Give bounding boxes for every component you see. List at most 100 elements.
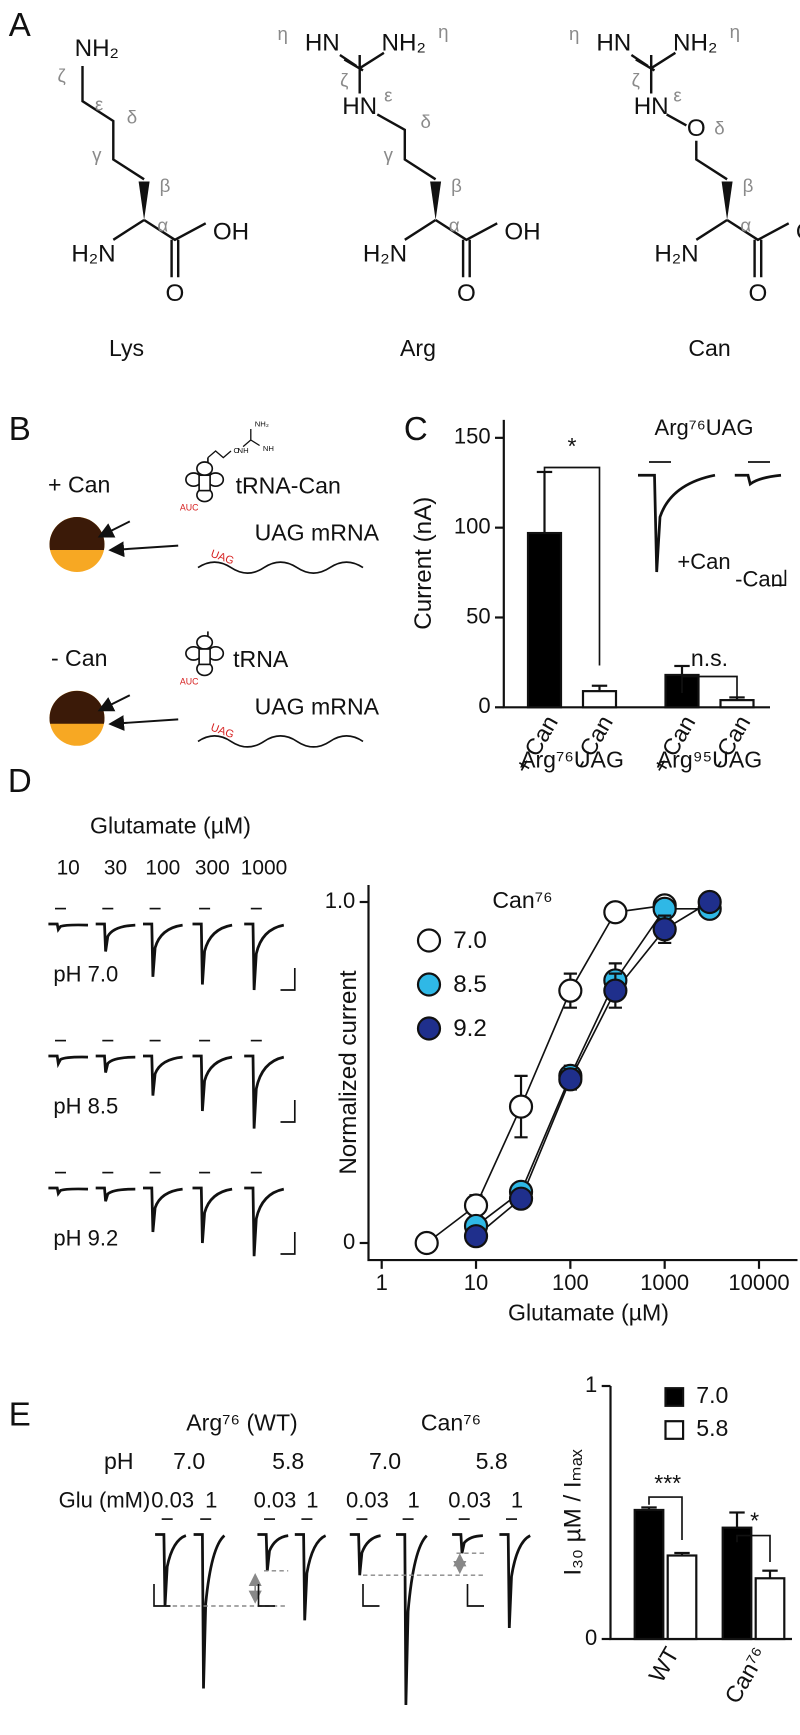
glu-value: 0.03 xyxy=(151,1487,194,1512)
trna-label: tRNA-Can xyxy=(236,472,341,498)
scale-bar xyxy=(362,1584,380,1607)
concentration-label: 30 xyxy=(104,857,127,880)
current-trace xyxy=(48,1054,89,1069)
data-point xyxy=(463,1193,489,1218)
atom-label: H₂N xyxy=(363,241,407,268)
atom-label: OH xyxy=(504,219,540,246)
greek-label: η xyxy=(277,23,287,44)
reference-line xyxy=(363,1552,485,1576)
scale-bar xyxy=(257,1584,276,1607)
y-tick-label: 1 xyxy=(585,1372,597,1397)
panel-letter: C xyxy=(404,410,428,447)
can-chain xyxy=(242,429,260,448)
x-tick-label: 1000 xyxy=(640,1270,689,1295)
legend-marker xyxy=(416,1016,442,1041)
current-trace xyxy=(192,922,233,985)
y-tick-label: 1.0 xyxy=(325,888,356,913)
can-atom: NH xyxy=(263,444,274,453)
mrna xyxy=(197,561,364,574)
current-trace xyxy=(244,1054,285,1129)
codon: UAG xyxy=(209,548,236,567)
data-point xyxy=(652,917,677,942)
atom-label: NH₂ xyxy=(673,29,717,56)
panel-letter: D xyxy=(8,762,32,799)
arrow xyxy=(108,541,179,558)
x-tick-label: 100 xyxy=(552,1270,589,1295)
wedge-bond xyxy=(721,181,733,220)
inset-title: Arg⁷⁶UAG xyxy=(655,415,754,440)
y-tick-label: 150 xyxy=(454,424,491,449)
anticodon: AUC xyxy=(180,676,199,686)
atom-label: HN xyxy=(305,29,340,56)
current-trace xyxy=(48,922,89,933)
construct-label: Arg⁷⁶ (WT) xyxy=(186,1410,298,1436)
trna-core xyxy=(198,474,211,492)
arrow xyxy=(97,520,131,538)
current-trace xyxy=(192,1186,233,1244)
axis xyxy=(367,884,798,1262)
molecule: NH₂ H₂N OH Oζ ε δ γ βα Lys xyxy=(57,35,249,361)
scale-bar xyxy=(280,1100,296,1123)
atom-label: HN xyxy=(342,93,377,120)
current-trace xyxy=(193,1533,226,1689)
glu-value: 1 xyxy=(511,1487,523,1512)
current-trace xyxy=(143,1186,183,1233)
data-point xyxy=(558,978,583,1003)
significance-bracket xyxy=(543,466,601,666)
bar xyxy=(754,1577,786,1641)
significance-label: *** xyxy=(654,1470,681,1496)
current-trace xyxy=(143,1054,183,1096)
atom-label: O xyxy=(165,280,184,307)
ph-label: pH 7.0 xyxy=(53,962,118,987)
series-line xyxy=(426,904,665,1244)
x-tick-label: Can⁷⁶ xyxy=(719,1643,772,1708)
current-trace xyxy=(244,922,285,991)
reference-line xyxy=(165,1570,289,1607)
inset-label: -Can xyxy=(735,567,783,592)
atom-label: H₂N xyxy=(71,241,115,268)
legend-label: 9.2 xyxy=(453,1015,487,1042)
data-point xyxy=(697,889,722,915)
data-point xyxy=(603,900,628,925)
legend-marker xyxy=(416,928,442,953)
bar xyxy=(719,699,755,709)
current-trace xyxy=(257,1533,289,1571)
concentration-label: 10 xyxy=(57,857,80,880)
greek-label: δ xyxy=(420,111,430,132)
anticodon: AUC xyxy=(180,503,199,513)
mrna-label: UAG mRNA xyxy=(255,520,380,546)
greek-label: ζ xyxy=(340,69,348,90)
y-axis-label: Normalized current xyxy=(335,970,362,1175)
bonds xyxy=(630,51,790,278)
glu-value: 0.03 xyxy=(448,1487,491,1512)
trna-label: tRNA xyxy=(233,646,289,672)
ph-value: 5.8 xyxy=(476,1448,508,1474)
bar xyxy=(581,690,618,709)
inset-label: +Can xyxy=(677,549,730,574)
x-tick-label: WT xyxy=(643,1643,683,1687)
bar xyxy=(633,1508,665,1641)
greek-label: γ xyxy=(92,144,102,165)
significance-bracket xyxy=(736,1534,771,1563)
glu-value: 1 xyxy=(205,1487,217,1512)
concentration-label: 100 xyxy=(145,857,180,880)
trna-core xyxy=(198,648,211,666)
data-point xyxy=(414,1230,439,1256)
atom-label: HN xyxy=(634,93,669,120)
atom-label: O xyxy=(687,115,706,142)
current-trace xyxy=(48,1186,89,1197)
construct-label: Can⁷⁶ xyxy=(421,1410,481,1436)
oocyte-animal xyxy=(49,517,105,550)
current-trace xyxy=(155,1533,187,1607)
y-axis-label: I₃₀ µM / Iₘₐₓ xyxy=(560,1449,587,1575)
trace-title: Glutamate (µM) xyxy=(90,812,251,838)
greek-label: β xyxy=(743,175,754,196)
current-trace xyxy=(192,1054,233,1112)
greek-label: β xyxy=(451,175,462,196)
y-tick-label: 50 xyxy=(466,603,490,628)
significance-bracket xyxy=(648,1496,683,1541)
bonds xyxy=(81,66,207,278)
data-point xyxy=(508,1186,534,1211)
current-trace xyxy=(452,1533,483,1554)
